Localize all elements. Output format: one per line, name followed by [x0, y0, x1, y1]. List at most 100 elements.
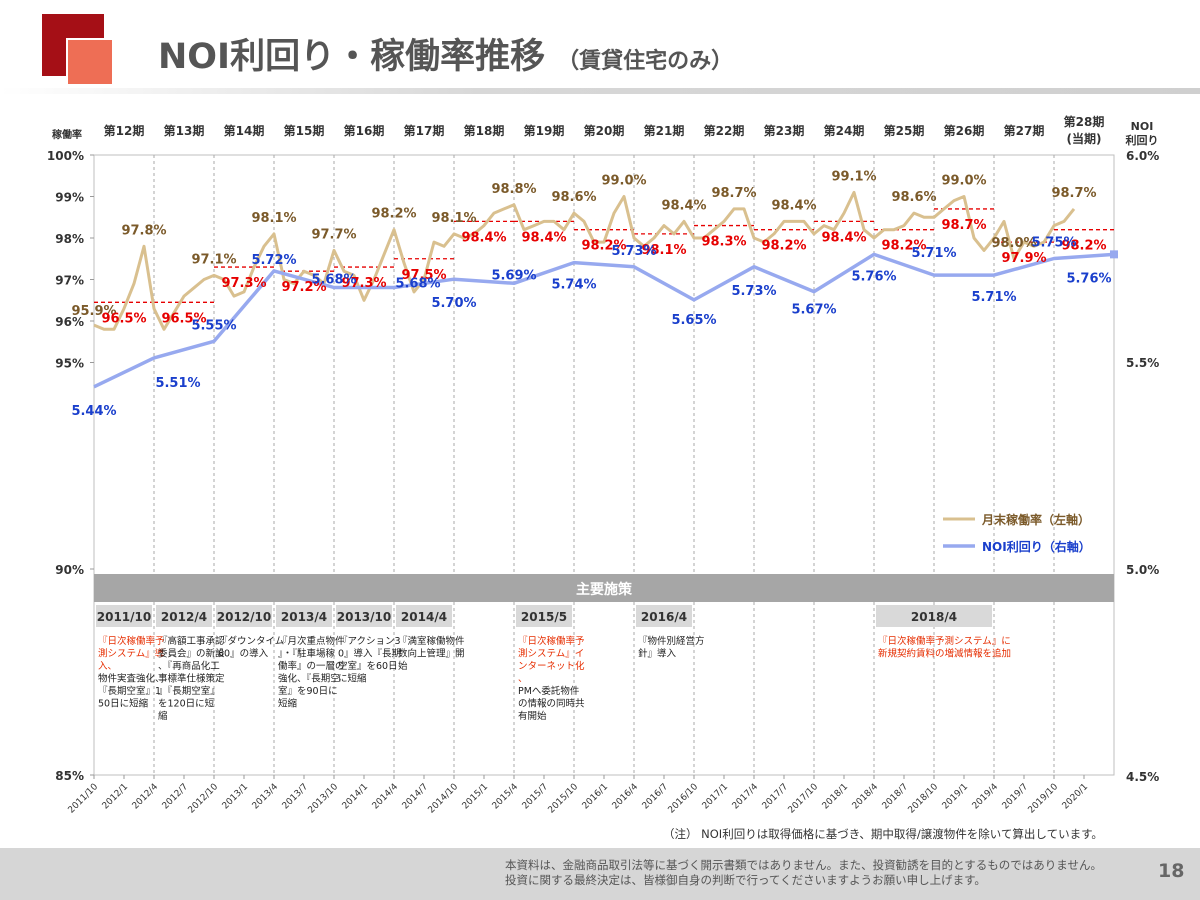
right-axis-tick: 5.5% — [1126, 356, 1159, 370]
noi-yield-label: 5.70% — [431, 296, 476, 311]
measure-date: 2014/4 — [401, 610, 447, 624]
x-axis-tick-label: 2019/7 — [1001, 782, 1030, 811]
measure-highlight-text: 、 — [518, 674, 528, 685]
noi-yield-label: 5.68% — [395, 276, 440, 291]
occupancy-peak-label: 98.8% — [491, 182, 536, 197]
measure-text: 』『長期空室』 — [158, 685, 220, 697]
period-label-current-sub: (当期) — [1067, 131, 1102, 146]
period-average-label: 98.2% — [761, 239, 806, 254]
period-label: 第23期 — [764, 123, 805, 138]
left-axis-tick: 98% — [55, 232, 84, 246]
measure-date-box — [876, 605, 992, 627]
left-axis-label: 稼働率 — [52, 128, 82, 141]
left-axis-tick: 96% — [55, 315, 84, 329]
x-axis-tick-label: 2019/4 — [971, 782, 1001, 812]
right-axis-label-line1: NOI — [1131, 120, 1154, 133]
measure-text: 『ダウンタイム — [218, 635, 284, 647]
left-axis-tick: 97% — [55, 274, 84, 288]
measure-text: 『アクション3 — [338, 636, 401, 647]
x-axis-tick-label: 2014/4 — [371, 782, 401, 812]
left-axis-tick: 90% — [55, 563, 84, 577]
measure-highlight-text: 『日次稼働率予 — [98, 635, 165, 647]
measure-text: 、『再商品化工 — [158, 660, 220, 672]
measure-text: 強化、『長期空 — [278, 673, 340, 685]
period-label: 第21期 — [644, 123, 685, 138]
noi-yield-label: 5.72% — [251, 253, 296, 268]
page-title: NOI利回り・稼働率推移 （賃貸住宅のみ） — [158, 28, 733, 79]
measure-text: 』・『駐車場稼 — [278, 648, 336, 660]
period-average-label: 98.7% — [941, 218, 986, 233]
measure-text: 数向上管理』開 — [398, 648, 465, 660]
occupancy-peak-label: 97.8% — [121, 223, 166, 238]
x-axis-tick-label: 2015/10 — [547, 782, 581, 816]
measure-text: の情報の同時共 — [518, 698, 585, 710]
x-axis-tick-label: 2020/1 — [1061, 782, 1090, 811]
period-label: 第17期 — [404, 123, 445, 138]
occupancy-peak-label: 99.1% — [831, 169, 876, 184]
measure-date-box — [216, 605, 272, 627]
measure-highlight-text: ンターネット化 — [518, 660, 585, 672]
measure-text: 60』の導入 — [218, 648, 269, 660]
occupancy-peak-label: 98.7% — [1051, 186, 1096, 201]
measures-heading: 主要施策 — [576, 581, 633, 598]
noi-yield-label: 5.76% — [851, 269, 896, 284]
noi-yield-label: 5.65% — [671, 313, 716, 328]
right-axis-tick: 5.0% — [1126, 563, 1159, 577]
measure-text: 『長期空室』1 — [98, 685, 161, 697]
x-axis-tick-label: 2013/4 — [251, 782, 281, 812]
x-axis-tick-label: 2019/10 — [1027, 782, 1061, 816]
x-axis-tick-label: 2019/1 — [941, 782, 970, 811]
occupancy-peak-label: 97.7% — [311, 227, 356, 242]
x-axis-tick-label: 2015/1 — [461, 782, 490, 811]
noi-yield-label: 5.71% — [971, 290, 1016, 305]
noi-yield-label: 5.75% — [1031, 236, 1076, 251]
measure-date: 2016/4 — [641, 610, 687, 624]
measure-date-box — [276, 605, 332, 627]
period-average-label: 98.2% — [881, 239, 926, 254]
occupancy-peak-label: 98.4% — [661, 198, 706, 213]
measure-date: 2013/4 — [281, 610, 327, 624]
title-subtitle: （賃貸住宅のみ） — [557, 49, 734, 74]
measure-date-box — [156, 605, 212, 627]
period-average-label: 97.3% — [341, 276, 386, 291]
measure-text: 『月次重点物件 — [278, 635, 345, 647]
measure-text: 物件実査強化、 — [98, 673, 165, 685]
period-label: 第24期 — [824, 123, 865, 138]
period-average-label: 98.4% — [521, 230, 566, 245]
measure-date: 2018/4 — [911, 610, 957, 624]
x-axis-tick-label: 2013/7 — [281, 782, 310, 811]
period-average-label: 98.4% — [461, 230, 506, 245]
x-axis-tick-label: 2017/7 — [761, 782, 790, 811]
measure-text: 0』導入『長期 — [338, 648, 401, 660]
right-axis-label-line2: 利回り — [1126, 133, 1159, 147]
noi-yield-label: 5.44% — [71, 404, 116, 419]
disclaimer-line-1: 本資料は、金融商品取引法等に基づく開示書類ではありません。また、投資勧誘を目的と… — [505, 858, 1102, 872]
period-label: 第12期 — [104, 123, 145, 138]
measure-text: 始 — [398, 660, 408, 672]
period-label: 第27期 — [1004, 123, 1045, 138]
title-underline — [0, 88, 1200, 94]
occupancy-peak-label: 97.1% — [191, 252, 236, 267]
period-average-label: 97.2% — [281, 280, 326, 295]
x-axis-tick-label: 2014/10 — [427, 782, 461, 816]
measure-highlight-text: 『日次稼働率予 — [518, 635, 585, 647]
legend-noi-label: NOI利回り（右軸） — [982, 539, 1091, 554]
title-decoration-light — [66, 38, 114, 86]
noi-yield-label: 5.55% — [191, 318, 236, 333]
measure-text: PMへ委託物件 — [518, 685, 580, 697]
measure-date-box — [516, 605, 572, 627]
occupancy-peak-label: 98.6% — [551, 190, 596, 205]
measure-highlight-text: 新規契約賃料の増減情報を追加 — [878, 648, 1011, 660]
right-axis-tick: 4.5% — [1126, 770, 1159, 784]
measure-text: 空室』を60日 — [338, 660, 398, 672]
measure-text: 室』を90日に — [278, 685, 338, 697]
period-average-label: 98.1% — [641, 243, 686, 258]
x-axis-tick-label: 2012/10 — [187, 782, 221, 816]
noi-yield-label: 5.73% — [611, 244, 656, 259]
measure-date-box — [336, 605, 392, 627]
occupancy-peak-label: 99.0% — [941, 174, 986, 189]
noi-yield-label: 5.68% — [311, 272, 356, 287]
occupancy-peak-label: 99.0% — [601, 174, 646, 189]
x-axis-tick-label: 2013/10 — [307, 782, 341, 816]
period-average-label: 96.5% — [101, 311, 146, 326]
